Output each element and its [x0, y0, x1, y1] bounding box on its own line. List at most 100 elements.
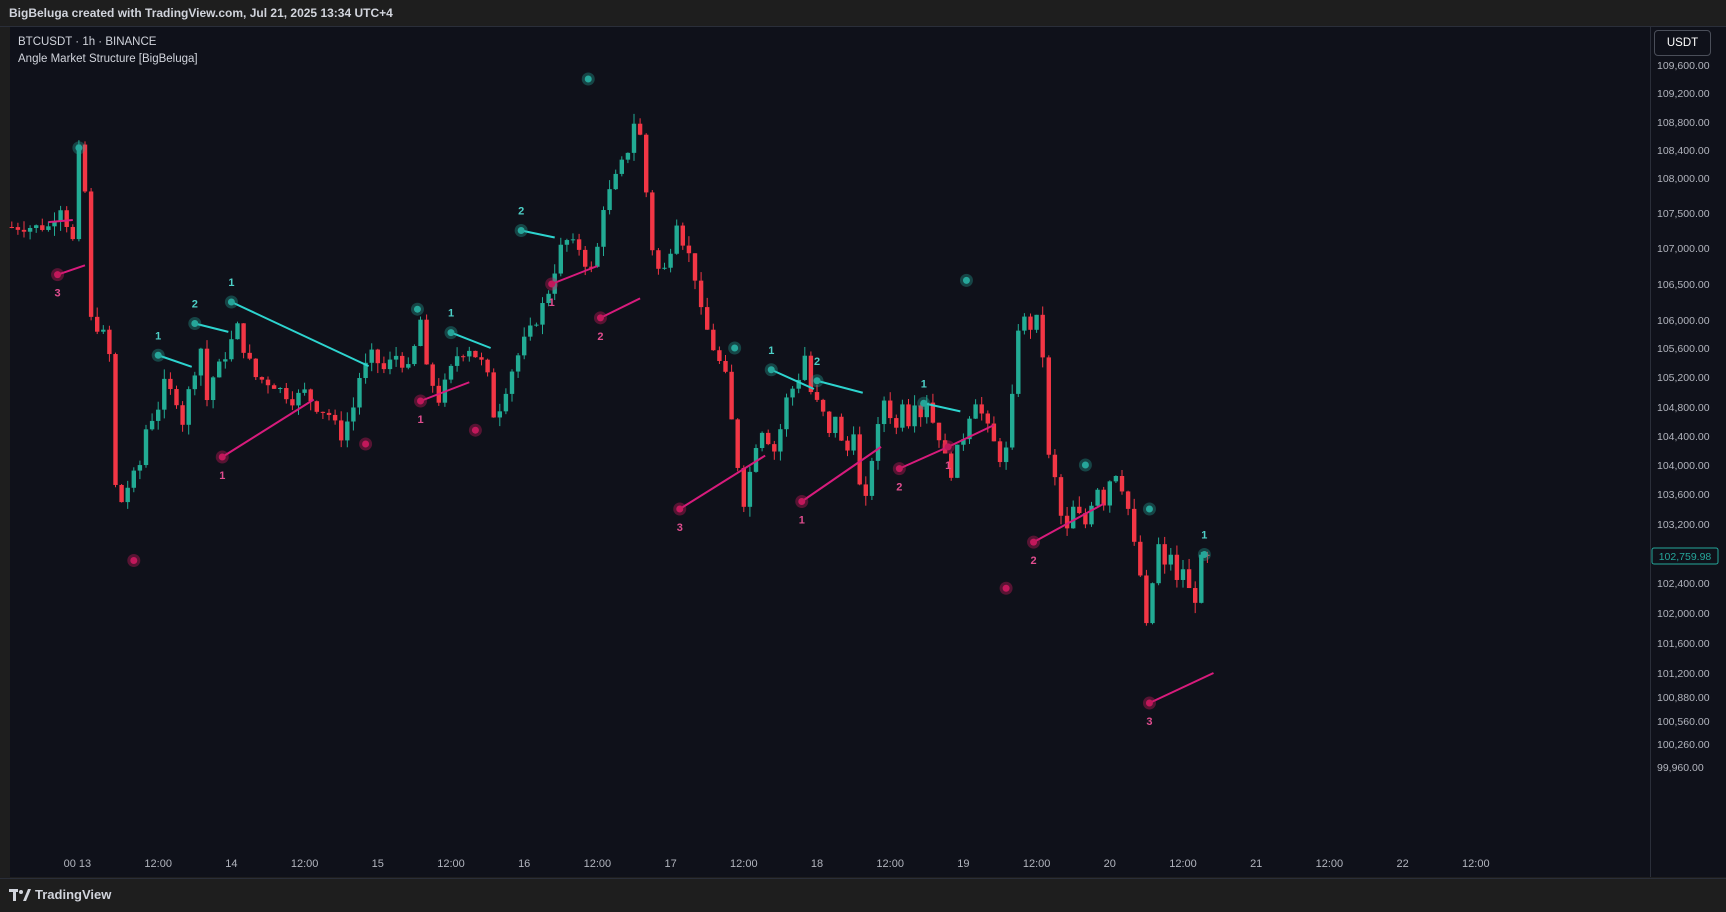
swing-low-marker [362, 440, 370, 448]
candle [1101, 486, 1106, 511]
candle [979, 396, 984, 421]
candle [1089, 501, 1094, 527]
time-tick-label: 12:00 [291, 858, 319, 870]
candle-body [528, 325, 533, 337]
candle-body [906, 404, 911, 427]
price-axis[interactable] [1650, 27, 1726, 877]
swing-low-marker [218, 453, 226, 461]
candle-body [607, 189, 612, 211]
candle [869, 457, 875, 500]
candle [271, 383, 277, 389]
candle-body [125, 487, 130, 503]
swing-high-marker [1145, 505, 1153, 513]
candle [851, 426, 856, 455]
candle [827, 410, 832, 438]
swing-high-marker [191, 320, 199, 327]
swing-high-marker [962, 276, 970, 284]
candle [290, 391, 295, 411]
time-tick-label: 22 [1396, 858, 1408, 870]
candle [741, 465, 746, 513]
candle [894, 414, 899, 435]
candle [52, 212, 57, 236]
swing-high-marker [75, 144, 83, 152]
price-tick-label: 106,000.00 [1657, 315, 1710, 327]
candle [662, 262, 667, 270]
time-tick-label: 21 [1250, 858, 1262, 870]
low-angle-line [1149, 672, 1214, 704]
candle-body [302, 389, 307, 393]
candle [101, 325, 106, 335]
candle [784, 393, 789, 437]
candle-body [1199, 554, 1204, 603]
candle-body [223, 359, 228, 362]
candle [180, 401, 185, 432]
candle-body [1034, 314, 1039, 330]
candle [1113, 475, 1119, 483]
candle [637, 118, 643, 136]
candle [723, 354, 728, 374]
candle [1193, 581, 1198, 614]
candle-body [241, 323, 246, 353]
candle-body [357, 378, 362, 408]
currency-button[interactable]: USDT [1654, 30, 1711, 56]
candle [162, 369, 167, 419]
candle [589, 261, 594, 273]
candle [753, 444, 759, 473]
candle [1107, 480, 1112, 513]
candle [888, 392, 893, 424]
swing-high-marker [767, 366, 775, 374]
candle-body [1162, 544, 1167, 565]
symbol-line[interactable]: BTCUSDT · 1h · BINANCE [18, 36, 157, 48]
candle [351, 397, 356, 431]
candle [955, 444, 960, 479]
candle-body [174, 389, 179, 406]
candle [857, 426, 862, 486]
candle-body [1107, 481, 1112, 506]
candle [595, 243, 600, 268]
candle-body [881, 400, 887, 425]
candle-body [747, 471, 753, 507]
price-tick-label: 106,500.00 [1657, 279, 1710, 291]
candle-body [351, 407, 356, 422]
candle-body [546, 293, 551, 304]
candle [924, 395, 929, 424]
swing-low-count-label: 3 [54, 288, 60, 300]
candle-body [827, 411, 832, 434]
candle [692, 253, 698, 290]
price-tick-label: 100,880.00 [1657, 692, 1710, 704]
candle [1077, 496, 1082, 515]
candle-body [253, 358, 258, 378]
time-tick-label: 12:00 [1169, 858, 1197, 870]
swing-low-marker [417, 397, 424, 405]
candle [229, 330, 234, 362]
chart-pane[interactable] [10, 27, 1650, 877]
candle-body [479, 357, 484, 360]
swing-low-count-label: 1 [417, 414, 423, 426]
candle-body [863, 484, 868, 496]
time-tick-label: 16 [518, 858, 530, 870]
price-tick-label: 108,000.00 [1657, 173, 1710, 185]
candle [485, 358, 490, 377]
indicator-name[interactable]: Angle Market Structure [BigBeluga] [18, 53, 198, 65]
candle-body [339, 420, 344, 441]
candle-body [644, 134, 649, 193]
candle-body [235, 323, 240, 340]
candle-body [1046, 357, 1051, 455]
low-angle-line [600, 297, 641, 319]
candle [76, 140, 82, 242]
candle-body [369, 349, 374, 363]
candle [156, 401, 161, 430]
candle-body [1058, 477, 1064, 516]
price-tick-label: 105,200.00 [1657, 372, 1710, 384]
candle [814, 384, 820, 403]
candle [973, 399, 978, 419]
candle [1174, 545, 1180, 588]
candle-body [131, 470, 136, 488]
price-tick-label: 104,400.00 [1657, 431, 1710, 443]
candle-body [265, 379, 271, 386]
candle-body [424, 319, 429, 365]
swing-low-marker [596, 314, 604, 322]
candle [186, 386, 191, 435]
candle [436, 378, 441, 406]
